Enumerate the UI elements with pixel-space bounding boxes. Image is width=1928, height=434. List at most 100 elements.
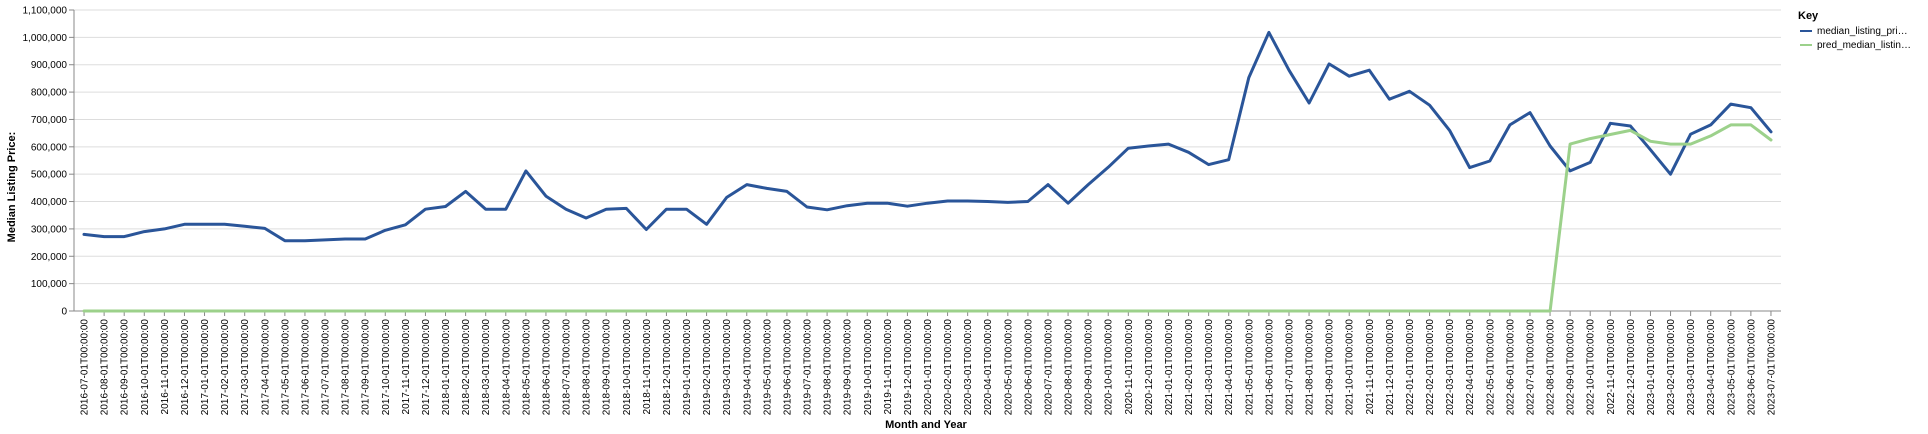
data-point [344,238,346,240]
data-point [123,235,125,237]
data-point [1147,310,1149,312]
data-point [1007,201,1009,203]
legend-label: median_listing_pri… [1817,26,1908,37]
data-point [1288,69,1290,71]
y-tick-label: 600,000 [31,142,68,153]
data-point [364,310,366,312]
x-tick-label: 2016-08-01T00:00:00 [100,319,111,416]
data-point [1469,166,1471,168]
data-point [1368,69,1370,71]
data-point [1629,129,1631,131]
x-tick-label: 2019-07-01T00:00:00 [803,319,814,416]
y-tick-label: 100,000 [31,279,68,290]
data-point [424,310,426,312]
data-point [1428,104,1430,106]
data-point [444,205,446,207]
legend-label: pred_median_listin… [1817,40,1911,51]
y-tick-label: 1,100,000 [23,6,68,17]
data-point [384,310,386,312]
data-point [987,310,989,312]
data-point [264,310,266,312]
x-axis-title: Month and Year [885,419,967,431]
data-point [83,310,85,312]
x-tick-label: 2018-04-01T00:00:00 [501,319,512,416]
data-point [806,310,808,312]
data-point [987,200,989,202]
data-point [1710,124,1712,126]
data-point [1629,125,1631,127]
data-point [1167,143,1169,145]
data-point [725,310,727,312]
data-point [1448,129,1450,131]
x-tick-label: 2021-06-01T00:00:00 [1264,319,1275,416]
data-point [1649,140,1651,142]
y-tick-label: 500,000 [31,170,68,181]
data-point [344,310,346,312]
data-point [1067,202,1069,204]
data-point [625,310,627,312]
data-point [1147,145,1149,147]
x-tick-label: 2022-06-01T00:00:00 [1505,319,1516,416]
x-tick-label: 2020-02-01T00:00:00 [943,319,954,416]
data-point [424,208,426,210]
data-point [1428,310,1430,312]
x-tick-label: 2018-03-01T00:00:00 [481,319,492,416]
data-point [926,202,928,204]
data-point [1388,310,1390,312]
data-point [1408,310,1410,312]
data-point [1509,124,1511,126]
x-tick-label: 2019-10-01T00:00:00 [863,319,874,416]
data-point [525,310,527,312]
x-tick-label: 2019-09-01T00:00:00 [843,319,854,416]
data-point [525,170,527,172]
x-tick-label: 2021-07-01T00:00:00 [1284,319,1295,416]
x-tick-label: 2017-01-01T00:00:00 [200,319,211,416]
data-point [645,228,647,230]
x-tick-label: 2016-12-01T00:00:00 [180,319,191,416]
data-point [264,227,266,229]
data-point [444,310,446,312]
data-point [685,208,687,210]
data-point [886,310,888,312]
data-point [1087,310,1089,312]
x-tick-label: 2022-04-01T00:00:00 [1465,319,1476,416]
data-point [1167,310,1169,312]
data-point [1207,163,1209,165]
data-point [1288,310,1290,312]
x-tick-label: 2021-03-01T00:00:00 [1204,319,1215,416]
data-point [786,310,788,312]
data-point [484,208,486,210]
x-tick-label: 2022-03-01T00:00:00 [1445,319,1456,416]
data-point [605,208,607,210]
x-tick-label: 2017-02-01T00:00:00 [220,319,231,416]
data-point [1689,133,1691,135]
x-tick-label: 2021-04-01T00:00:00 [1224,319,1235,416]
series-lines [82,30,1773,313]
x-tick-label: 2018-02-01T00:00:00 [461,319,472,416]
data-point [1388,98,1390,100]
x-tick-label: 2020-03-01T00:00:00 [963,319,974,416]
data-point [244,225,246,227]
y-tick-label: 800,000 [31,88,68,99]
y-tick-label: 900,000 [31,60,68,71]
x-tick-label: 2023-04-01T00:00:00 [1706,319,1717,416]
x-tick-label: 2019-04-01T00:00:00 [742,319,753,416]
data-point [665,310,667,312]
data-point [746,310,748,312]
data-point [1228,310,1230,312]
data-point [404,310,406,312]
data-point [966,310,968,312]
data-point [826,209,828,211]
data-point [1730,103,1732,105]
data-point [906,310,908,312]
x-tick-label: 2019-02-01T00:00:00 [702,319,713,416]
data-point [625,207,627,209]
data-point [223,310,225,312]
data-point [1489,160,1491,162]
x-tick-label: 2017-10-01T00:00:00 [381,319,392,416]
data-point [1027,200,1029,202]
x-tick-label: 2018-11-01T00:00:00 [642,319,653,415]
x-tick-label: 2021-05-01T00:00:00 [1244,319,1255,416]
series-line-median-listing-price [82,30,1773,243]
